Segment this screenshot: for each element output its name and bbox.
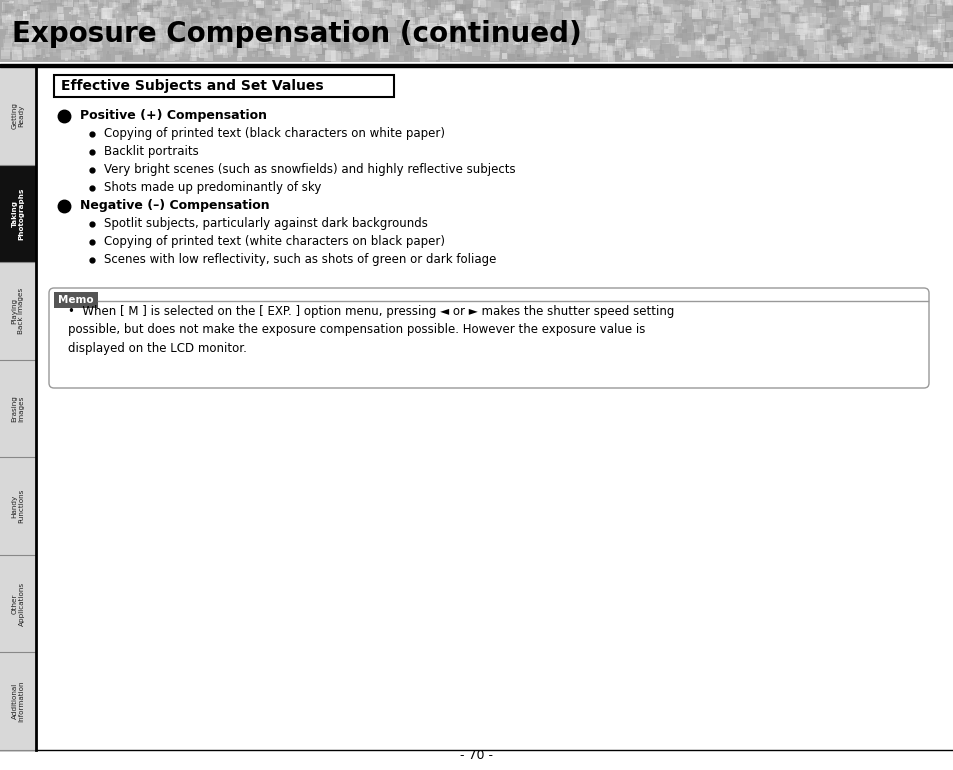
Text: Positive (+) Compensation: Positive (+) Compensation (80, 109, 267, 122)
Text: Copying of printed text (black characters on white paper): Copying of printed text (black character… (104, 128, 444, 140)
Text: Taking
Photographs: Taking Photographs (11, 187, 25, 239)
Bar (54, 292, 98, 308)
Text: Handy
Functions: Handy Functions (11, 489, 25, 524)
Text: Copying of printed text (white characters on black paper): Copying of printed text (white character… (104, 236, 444, 249)
Text: Very bright scenes (such as snowfields) and highly reflective subjects: Very bright scenes (such as snowfields) … (104, 163, 515, 176)
Bar (0, 67, 36, 165)
Text: Effective Subjects and Set Values: Effective Subjects and Set Values (61, 79, 323, 93)
Text: Additional
Information: Additional Information (11, 681, 25, 722)
Text: Playing
Back Images: Playing Back Images (11, 288, 25, 334)
Bar (0, 652, 36, 750)
Text: - 70 -: - 70 - (460, 749, 493, 762)
Bar (0, 0, 953, 62)
Bar (0, 555, 36, 652)
Text: Spotlit subjects, particularly against dark backgrounds: Spotlit subjects, particularly against d… (104, 217, 428, 230)
Text: Getting
Ready: Getting Ready (11, 102, 25, 129)
Text: Negative (–) Compensation: Negative (–) Compensation (80, 199, 270, 213)
Bar (0, 165, 36, 262)
Text: Memo: Memo (58, 295, 93, 305)
Text: Backlit portraits: Backlit portraits (104, 146, 198, 159)
Text: Exposure Compensation (continued): Exposure Compensation (continued) (12, 20, 581, 48)
Text: Other
Applications: Other Applications (11, 581, 25, 626)
Text: Shots made up predominantly of sky: Shots made up predominantly of sky (104, 182, 321, 195)
Bar (0, 262, 36, 360)
FancyBboxPatch shape (49, 288, 928, 388)
Bar (0, 457, 36, 555)
Bar (54, 75, 394, 97)
Text: Scenes with low reflectivity, such as shots of green or dark foliage: Scenes with low reflectivity, such as sh… (104, 253, 496, 266)
Bar (0, 360, 36, 457)
Text: •  When [ M ] is selected on the [ EXP. ] option menu, pressing ◄ or ► makes the: • When [ M ] is selected on the [ EXP. ]… (68, 305, 674, 355)
Text: Erasing
Images: Erasing Images (11, 395, 25, 422)
